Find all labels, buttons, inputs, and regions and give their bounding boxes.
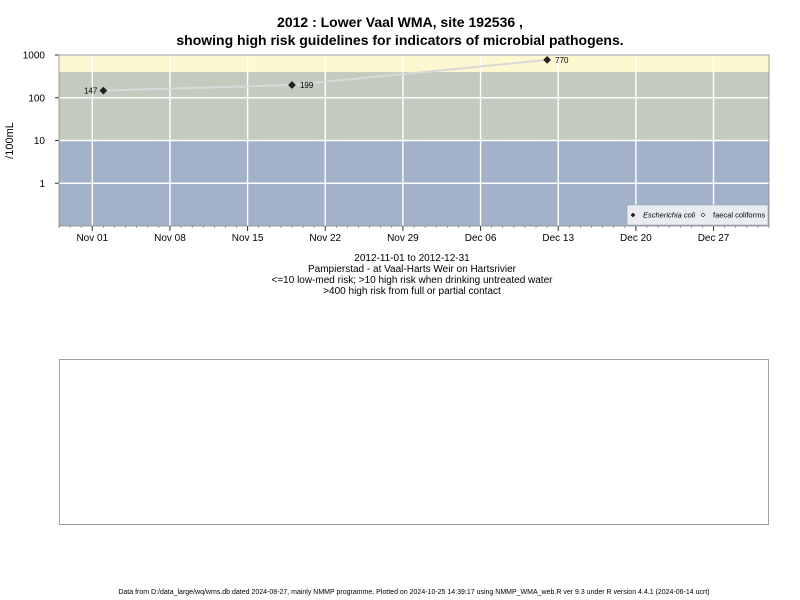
data-point-0-0 — [99, 86, 108, 95]
guideline-contact-text: >400 high risk from full or partial cont… — [323, 286, 501, 297]
x-tick-label-3: Nov 22 — [309, 233, 341, 244]
chart-title-line-1: 2012 : Lower Vaal WMA, site 192536 , — [277, 14, 523, 30]
x-tick-label-7: Dec 20 — [620, 233, 652, 244]
chart-title-line-2: showing high risk guidelines for indicat… — [176, 32, 624, 48]
x-tick-label-0: Nov 01 — [76, 233, 108, 244]
site-name-text: Pampierstad - at Vaal-Harts Weir on Hart… — [307, 264, 517, 275]
x-tick-label-5: Dec 06 — [465, 233, 497, 244]
legend-label-1: faecal coliforms — [713, 211, 765, 220]
data-label-0-2: 770 — [555, 56, 569, 65]
guideline-drinking-text: <=10 low-med risk; >10 high risk when dr… — [271, 275, 553, 286]
data-label-0-0: 147 — [84, 87, 98, 96]
data-point-0-2 — [543, 55, 551, 64]
y-tick-label-3: 1000 — [23, 51, 46, 62]
x-tick-label-2: Nov 15 — [232, 233, 264, 244]
data-source-footer: Data from D:/data_large/wq/wms.db dated … — [118, 589, 710, 596]
data-label-0-1: 199 — [300, 81, 314, 90]
x-tick-label-1: Nov 08 — [154, 233, 186, 244]
y-tick-label-1: 10 — [34, 136, 46, 147]
plot-frame — [58, 54, 770, 227]
y-tick-label-2: 100 — [28, 93, 45, 104]
x-tick-label-4: Nov 29 — [387, 233, 419, 244]
risk-band-0 — [59, 55, 769, 73]
date-range-text: 2012-11-01 to 2012-12-31 — [354, 253, 470, 264]
legend-box — [626, 204, 769, 226]
legend-marker-1 — [700, 212, 706, 218]
legend-marker-0 — [630, 212, 636, 218]
legend-label-0: Escherichia coli — [643, 211, 695, 220]
empty-secondary-panel — [59, 359, 769, 525]
x-tick-label-6: Dec 13 — [542, 233, 574, 244]
y-axis-label: /100mL — [4, 122, 16, 159]
y-tick-label-0: 1 — [39, 179, 45, 190]
data-point-0-1 — [288, 81, 296, 89]
risk-band-1 — [59, 72, 769, 141]
x-tick-label-8: Dec 27 — [698, 233, 730, 244]
